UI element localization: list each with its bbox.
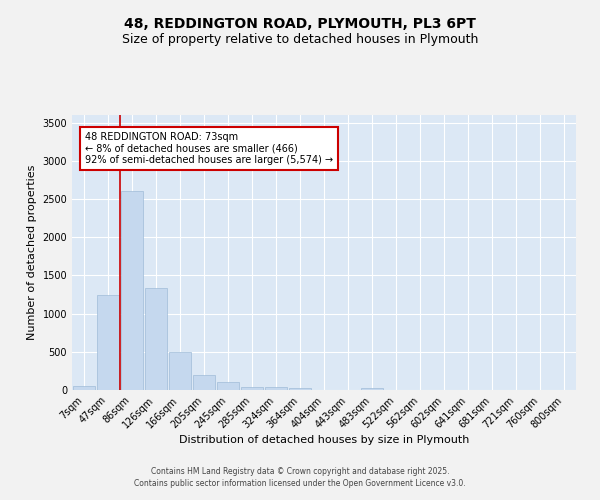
Text: Contains HM Land Registry data © Crown copyright and database right 2025.: Contains HM Land Registry data © Crown c… [151,467,449,476]
Bar [241,386,263,390]
Bar [193,375,215,390]
Text: 48 REDDINGTON ROAD: 73sqm
← 8% of detached houses are smaller (466)
92% of semi-: 48 REDDINGTON ROAD: 73sqm ← 8% of detach… [85,132,334,165]
Bar [289,388,311,390]
Bar [217,382,239,390]
Y-axis label: Number of detached properties: Number of detached properties [27,165,37,340]
Bar [145,288,167,390]
Bar [97,296,119,390]
Bar [169,352,191,390]
Bar [265,388,287,390]
Bar [121,192,143,390]
Bar [73,386,95,390]
Text: Contains public sector information licensed under the Open Government Licence v3: Contains public sector information licen… [134,478,466,488]
X-axis label: Distribution of detached houses by size in Plymouth: Distribution of detached houses by size … [179,436,469,446]
Bar [361,388,383,390]
Text: Size of property relative to detached houses in Plymouth: Size of property relative to detached ho… [122,32,478,46]
Text: 48, REDDINGTON ROAD, PLYMOUTH, PL3 6PT: 48, REDDINGTON ROAD, PLYMOUTH, PL3 6PT [124,18,476,32]
